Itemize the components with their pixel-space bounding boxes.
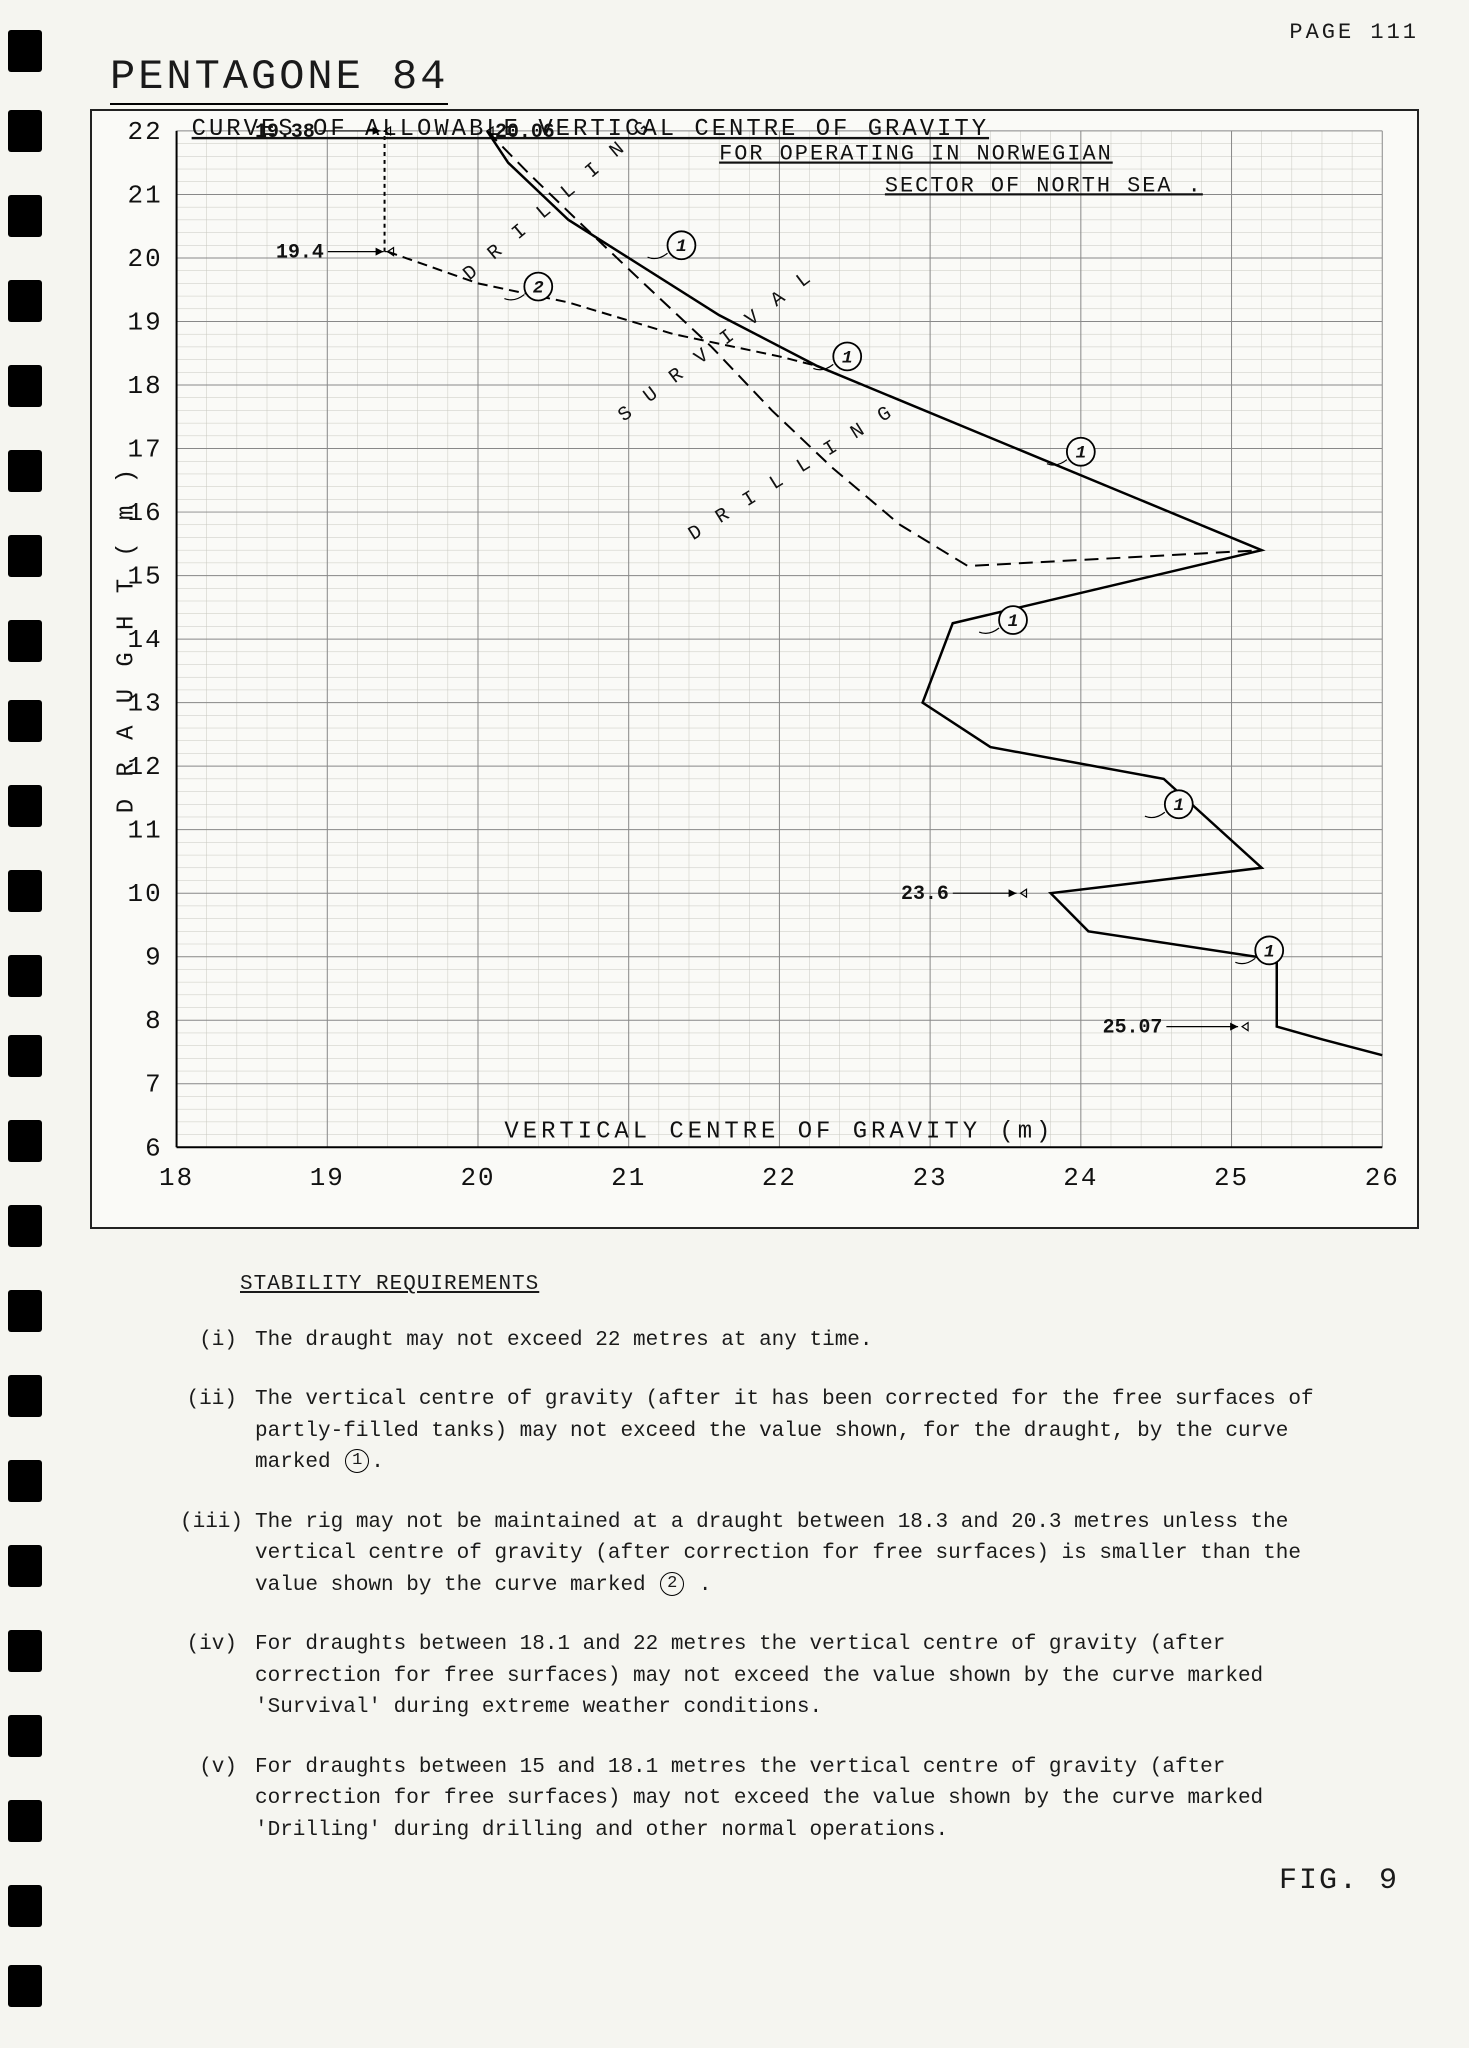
svg-text:20: 20 [460,1163,495,1193]
svg-text:11: 11 [128,816,163,846]
binding-hole [8,1715,42,1757]
binding-hole [8,365,42,407]
svg-text:D R A U G H T ( m ): D R A U G H T ( m ) [114,465,141,813]
svg-text:19.4: 19.4 [276,241,324,264]
binding-hole [8,1800,42,1842]
requirement-text: For draughts between 15 and 18.1 metres … [255,1752,1339,1847]
svg-text:VERTICAL CENTRE OF GRAVI: VERTICAL CENTRE OF GRAVITY (m) [504,1118,1054,1145]
requirement-number: (iv) [180,1629,255,1724]
chart-container: 1819202122232425266789101112131415161718… [90,109,1419,1229]
svg-text:1: 1 [1075,444,1086,464]
binding-hole [8,1545,42,1587]
binding-hole [8,1630,42,1672]
requirement-number: (v) [180,1752,255,1847]
binding-hole [8,620,42,662]
requirement-item: (v)For draughts between 15 and 18.1 metr… [180,1752,1339,1847]
binding-hole [8,1460,42,1502]
requirement-number: (i) [180,1325,255,1357]
svg-text:S U R V I V A L: S U R V I V A L [613,265,818,427]
svg-text:17: 17 [128,435,163,465]
svg-text:19.38: 19.38 [255,120,315,143]
binding-hole [8,1965,42,2007]
requirements-heading: STABILITY REQUIREMENTS [240,1269,1339,1301]
svg-text:1: 1 [676,237,687,257]
svg-text:7: 7 [145,1070,163,1100]
binding-hole [8,870,42,912]
svg-text:18: 18 [128,371,163,401]
binding-hole [8,1205,42,1247]
binding-hole [8,535,42,577]
requirement-text: For draughts between 18.1 and 22 metres … [255,1629,1339,1724]
binding-hole [8,955,42,997]
chart-svg: 1819202122232425266789101112131415161718… [92,111,1417,1227]
binding-hole [8,280,42,322]
requirement-item: (ii)The vertical centre of gravity (afte… [180,1384,1339,1479]
svg-text:1: 1 [842,348,853,368]
binding-hole [8,1375,42,1417]
svg-text:19: 19 [310,1163,345,1193]
requirement-item: (i)The draught may not exceed 22 metres … [180,1325,1339,1357]
svg-text:10: 10 [128,879,163,909]
svg-text:1: 1 [1173,796,1184,816]
binding-hole [8,1290,42,1332]
svg-text:26: 26 [1365,1163,1400,1193]
requirement-number: (ii) [180,1384,255,1479]
binding-hole [8,110,42,152]
spiral-binding [0,0,50,2048]
svg-text:18: 18 [159,1163,194,1193]
binding-hole [8,785,42,827]
page-number: PAGE 111 [30,20,1439,45]
binding-hole [8,195,42,237]
svg-text:FOR OPERATING IN NORWEGIAN: FOR OPERATING IN NORWEGIAN [719,142,1113,167]
requirement-text: The draught may not exceed 22 metres at … [255,1325,1339,1357]
figure-label: FIG. 9 [30,1864,1399,1898]
svg-text:23.6: 23.6 [901,882,949,905]
svg-text:8: 8 [145,1006,163,1036]
requirement-text: The rig may not be maintained at a draug… [255,1507,1339,1602]
svg-text:D R I L L I N G: D R I L L I N G [684,399,899,545]
binding-hole [8,700,42,742]
requirement-item: (iv)For draughts between 18.1 and 22 met… [180,1629,1339,1724]
svg-text:6: 6 [145,1133,163,1163]
svg-text:25.07: 25.07 [1103,1016,1163,1039]
svg-text:22: 22 [762,1163,797,1193]
svg-text:9: 9 [145,943,163,973]
svg-text:1: 1 [1008,612,1019,632]
main-title: PENTAGONE 84 [110,53,448,105]
svg-text:19: 19 [128,307,163,337]
svg-text:1: 1 [1264,942,1275,962]
svg-text:2: 2 [533,279,544,299]
requirement-text: The vertical centre of gravity (after it… [255,1384,1339,1479]
binding-hole [8,1035,42,1077]
svg-text:24: 24 [1063,1163,1098,1193]
requirement-item: (iii)The rig may not be maintained at a … [180,1507,1339,1602]
requirements-block: STABILITY REQUIREMENTS (i)The draught ma… [180,1269,1339,1846]
svg-text:20.06: 20.06 [495,120,555,143]
svg-text:23: 23 [913,1163,948,1193]
svg-text:25: 25 [1214,1163,1249,1193]
binding-hole [8,450,42,492]
svg-text:21: 21 [611,1163,646,1193]
svg-text:20: 20 [128,244,163,274]
svg-text:22: 22 [128,117,163,147]
binding-hole [8,1120,42,1162]
curve-badge-1: 1 [345,1449,369,1473]
requirement-number: (iii) [180,1507,255,1602]
svg-text:21: 21 [128,180,163,210]
curve-badge-2: 2 [660,1572,684,1596]
svg-text:SECTOR OF NORTH SEA .: SECTOR OF NORTH SEA . [885,173,1203,198]
